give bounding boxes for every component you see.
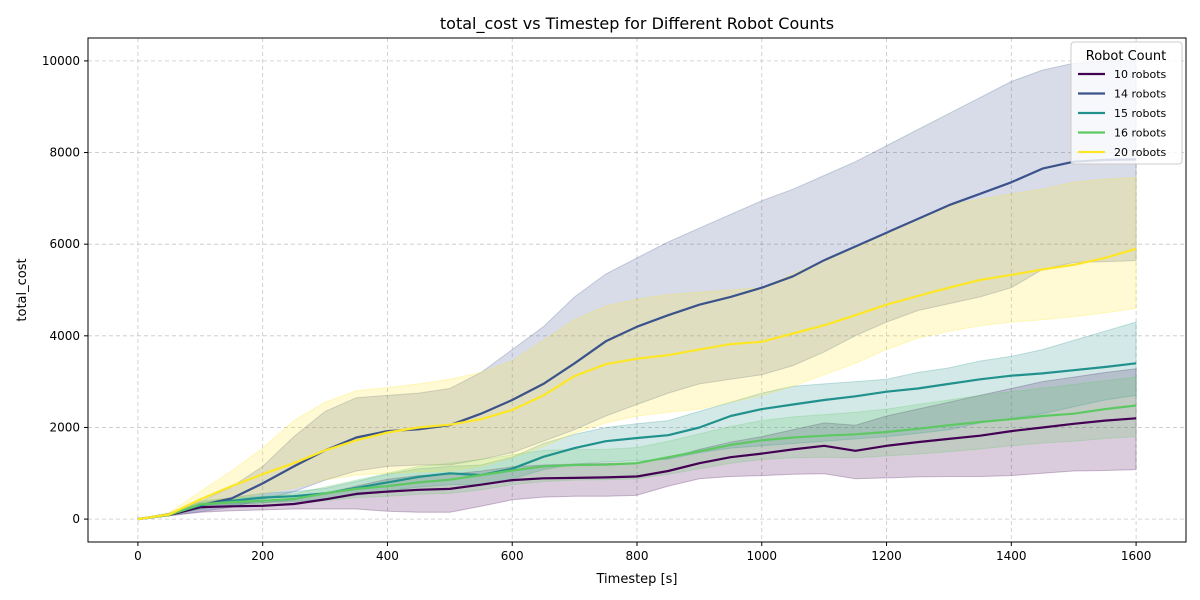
band-16-robots [137,376,1137,520]
legend-label-16-robots: 16 robots [1114,127,1167,140]
x-tick-label: 0 [134,549,142,563]
y-tick-label: 0 [72,512,80,526]
legend-label-20-robots: 20 robots [1114,146,1167,159]
grid [88,38,1186,542]
line-10-robots [137,417,1137,521]
legend-label-15-robots: 15 robots [1114,107,1167,120]
legend-title: Robot Count [1086,49,1166,64]
x-axis-label: Timestep [s] [596,572,678,587]
line-14-robots [137,158,1137,521]
x-tick-label: 200 [251,549,274,563]
line-20-robots [137,247,1137,521]
y-axis-label: total_cost [15,258,30,321]
legend-label-10-robots: 10 robots [1114,68,1167,81]
x-tick-label: 400 [376,549,399,563]
y-tick-label: 10000 [42,54,80,68]
y-axis-ticks: 0 2000 4000 6000 8000 10000 [42,54,88,526]
y-tick-label: 2000 [49,420,80,434]
x-tick-label: 1600 [1121,549,1152,563]
line-16-robots [137,404,1137,521]
x-tick-label: 800 [626,549,649,563]
x-tick-label: 1200 [871,549,902,563]
series-lines [137,158,1137,521]
x-axis-ticks: 0 200 400 600 800 1000 1200 1400 1600 [134,542,1151,563]
legend-items: 10 robots 14 robots 15 robots 16 robots 20 r… [1078,68,1167,159]
x-tick-label: 600 [501,549,524,563]
chart-title: total_cost vs Timestep for Different Rob… [440,14,834,34]
y-tick-label: 6000 [49,237,80,251]
y-tick-label: 8000 [49,146,80,160]
x-tick-label: 1000 [746,549,777,563]
legend-label-14-robots: 14 robots [1114,88,1167,101]
x-tick-label: 1400 [996,549,1027,563]
line-15-robots [137,362,1137,521]
y-tick-label: 4000 [49,329,80,343]
band-20-robots [137,177,1137,520]
